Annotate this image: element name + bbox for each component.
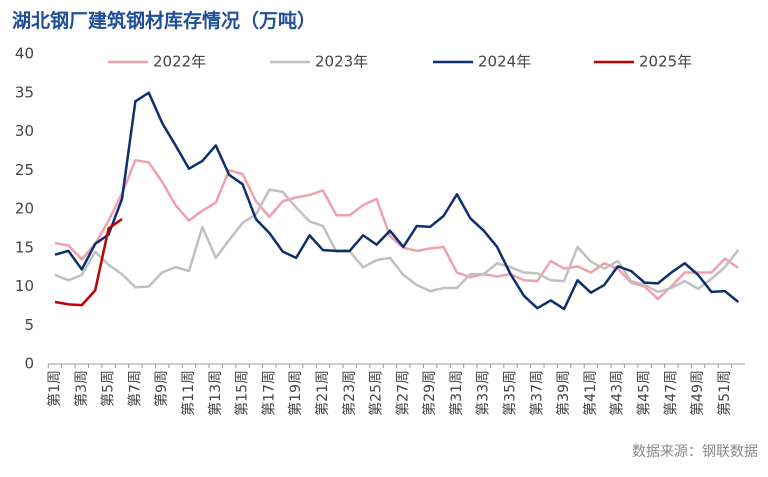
x-tick-label: 第27周 — [394, 370, 411, 416]
x-tick-label: 第35周 — [502, 370, 519, 416]
x-tick-label: 第17周 — [260, 370, 277, 416]
x-tick-label: 第7周 — [126, 370, 143, 407]
x-tick-label: 第15周 — [234, 370, 251, 416]
x-tick-label: 第23周 — [341, 370, 358, 416]
x-tick-label: 第31周 — [448, 370, 465, 416]
x-tick-label: 第37周 — [528, 370, 545, 416]
series-line — [54, 218, 123, 307]
series-line — [54, 188, 740, 294]
series-line — [54, 158, 740, 301]
x-tick-label: 第47周 — [662, 370, 679, 416]
x-tick-label: 第33周 — [475, 370, 492, 416]
x-tick-label: 第43周 — [609, 370, 626, 416]
legend-label: 2023年 — [315, 53, 368, 71]
x-tick-label: 第13周 — [207, 370, 224, 416]
legend-label: 2022年 — [153, 53, 206, 71]
y-tick-label: 25 — [15, 161, 34, 179]
x-tick-label: 第51周 — [716, 370, 733, 416]
legend-label: 2024年 — [478, 53, 531, 71]
y-tick-label: 40 — [15, 45, 34, 63]
x-tick-label: 第5周 — [100, 370, 117, 407]
y-tick-label: 35 — [15, 83, 34, 101]
legend-label: 2025年 — [639, 53, 692, 71]
x-tick-label: 第9周 — [153, 370, 170, 407]
x-tick-label: 第21周 — [314, 370, 331, 416]
y-tick-label: 30 — [15, 122, 34, 140]
series-line — [54, 91, 740, 311]
x-tick-label: 第39周 — [555, 370, 572, 416]
x-tick-label: 第45周 — [636, 370, 653, 416]
y-tick-label: 15 — [15, 238, 34, 256]
x-tick-label: 第3周 — [73, 370, 90, 407]
x-tick-label: 第25周 — [368, 370, 385, 416]
y-tick-label: 10 — [15, 277, 34, 295]
x-tick-label: 第19周 — [287, 370, 304, 416]
source-note: 数据来源：钢联数据 — [632, 444, 758, 460]
y-tick-label: 5 — [24, 316, 34, 334]
x-tick-label: 第41周 — [582, 370, 599, 416]
x-tick-label: 第49周 — [689, 370, 706, 416]
x-tick-label: 第1周 — [46, 370, 63, 407]
y-tick-label: 0 — [24, 355, 34, 373]
x-tick-label: 第11周 — [180, 370, 197, 416]
y-tick-label: 20 — [15, 200, 34, 218]
x-tick-label: 第29周 — [421, 370, 438, 416]
chart-title: 湖北钢厂建筑钢材库存情况（万吨） — [12, 9, 316, 32]
